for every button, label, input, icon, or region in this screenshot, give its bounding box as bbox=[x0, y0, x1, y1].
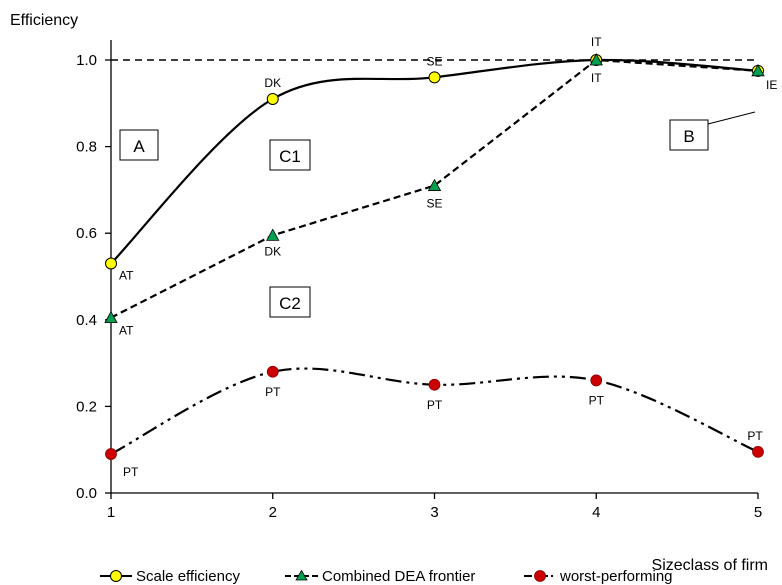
data-label-worst-performing: PT bbox=[589, 393, 605, 407]
data-point-scale-efficiency bbox=[105, 257, 117, 270]
x-tick-label: 4 bbox=[592, 504, 600, 521]
legend-marker-green-triangle bbox=[295, 569, 308, 581]
data-label-scale-efficiency: IE bbox=[766, 78, 777, 92]
region-label-a: A bbox=[133, 137, 145, 156]
region-box-c2: C2 bbox=[269, 286, 311, 318]
data-point-worst-performing bbox=[428, 378, 441, 391]
y-tick-label: 1.0 bbox=[76, 52, 97, 69]
data-label-worst-performing: PT bbox=[265, 385, 281, 399]
point-labels: AT DK SE IT IE AT DK SE IT PT PT PT PT PT bbox=[119, 35, 777, 479]
data-point-worst-performing bbox=[590, 374, 603, 387]
y-tick-label: 0.0 bbox=[76, 485, 97, 502]
x-axis-title: Sizeclass of firm bbox=[652, 557, 768, 574]
legend-label-scale-efficiency: Scale efficiency bbox=[136, 568, 240, 585]
data-label-worst-performing: PT bbox=[123, 465, 139, 479]
x-tick-label: 2 bbox=[269, 504, 277, 521]
series-line-combined-dea bbox=[110, 58, 759, 319]
region-box-a: A bbox=[119, 129, 159, 161]
y-tick-label: 0.4 bbox=[76, 312, 97, 329]
data-label-scale-efficiency: DK bbox=[264, 76, 281, 90]
data-label-worst-performing: PT bbox=[427, 398, 443, 412]
legend-label-worst-performing: worst-performing bbox=[559, 568, 673, 585]
data-label-combined-dea: DK bbox=[264, 244, 281, 258]
chart-axes: 0.0 0.2 0.4 0.6 0.8 1.0 1 2 3 4 5 bbox=[76, 40, 762, 521]
data-label-worst-performing: PT bbox=[747, 429, 763, 443]
y-tick-label: 0.8 bbox=[76, 139, 97, 156]
data-point-worst-performing bbox=[266, 365, 279, 378]
y-tick-label: 0.2 bbox=[76, 398, 97, 415]
data-label-scale-efficiency: IT bbox=[591, 35, 602, 49]
legend-label-combined-dea: Combined DEA frontier bbox=[322, 568, 475, 585]
chart-series bbox=[104, 53, 765, 460]
y-axis-title: Efficiency bbox=[10, 12, 78, 29]
series-line-scale-efficiency bbox=[110, 58, 759, 265]
data-label-scale-efficiency: SE bbox=[426, 54, 442, 68]
data-label-combined-dea: AT bbox=[119, 324, 134, 338]
region-box-c1: C1 bbox=[269, 139, 311, 171]
data-point-combined-dea bbox=[266, 228, 280, 241]
x-tick-label: 5 bbox=[754, 504, 762, 521]
data-point-combined-dea bbox=[589, 53, 603, 66]
region-label-b: B bbox=[683, 127, 694, 146]
y-tick-label: 0.6 bbox=[76, 225, 97, 242]
data-point-worst-performing bbox=[752, 445, 764, 458]
region-box-b: B bbox=[669, 111, 756, 151]
legend-marker-red-circle bbox=[534, 570, 546, 582]
legend-marker-yellow-circle bbox=[110, 570, 122, 582]
data-point-worst-performing bbox=[105, 448, 117, 460]
x-tick-label: 3 bbox=[430, 504, 438, 521]
region-label-c1: C1 bbox=[279, 147, 301, 166]
region-label-c2: C2 bbox=[279, 294, 301, 313]
data-point-scale-efficiency bbox=[428, 71, 441, 84]
data-point-combined-dea bbox=[427, 178, 442, 191]
data-label-combined-dea: SE bbox=[426, 197, 442, 211]
data-label-scale-efficiency: AT bbox=[119, 269, 134, 283]
data-point-combined-dea bbox=[751, 63, 765, 77]
data-point-combined-dea bbox=[104, 310, 118, 324]
data-label-combined-dea: IT bbox=[591, 71, 602, 85]
legend-item-combined-dea: Combined DEA frontier bbox=[285, 568, 475, 585]
chart-legend: Scale efficiency Combined DEA frontier w… bbox=[100, 568, 673, 585]
legend-item-worst-performing: worst-performing bbox=[524, 568, 673, 585]
data-point-scale-efficiency bbox=[266, 92, 279, 105]
x-tick-label: 1 bbox=[107, 504, 115, 521]
legend-item-scale-efficiency: Scale efficiency bbox=[100, 568, 240, 585]
